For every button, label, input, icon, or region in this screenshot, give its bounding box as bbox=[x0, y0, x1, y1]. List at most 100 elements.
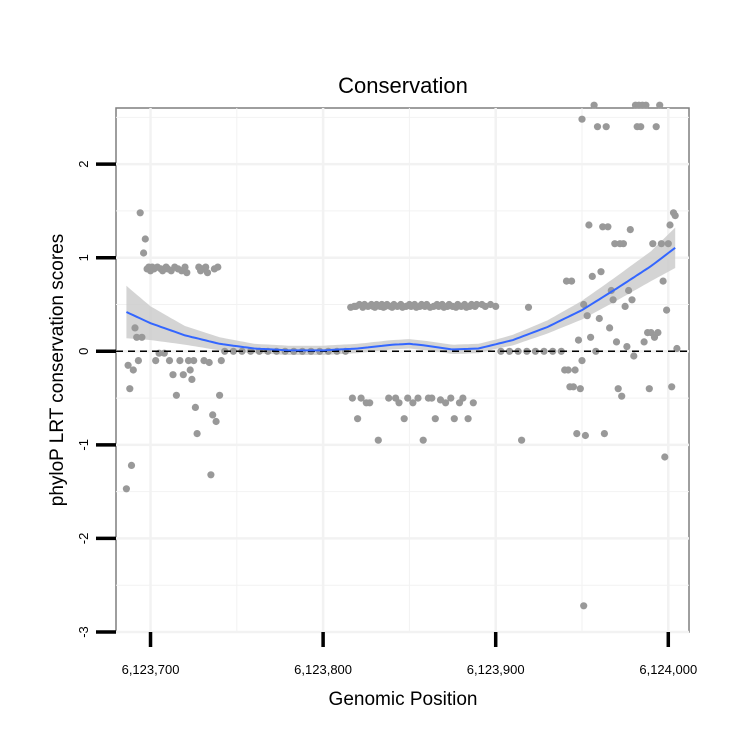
data-point bbox=[578, 357, 586, 365]
data-point bbox=[176, 357, 184, 365]
data-point bbox=[133, 333, 141, 341]
data-point bbox=[188, 375, 196, 383]
x-tick-label: 6,123,800 bbox=[294, 662, 352, 677]
data-point bbox=[663, 306, 671, 314]
data-point bbox=[540, 347, 548, 355]
data-point bbox=[628, 296, 636, 304]
data-point bbox=[576, 385, 584, 393]
data-point bbox=[666, 221, 674, 229]
data-point bbox=[138, 333, 146, 341]
data-point bbox=[581, 431, 590, 440]
data-point bbox=[518, 436, 526, 444]
data-point bbox=[626, 226, 634, 234]
data-point bbox=[612, 338, 621, 346]
y-tick-label: -1 bbox=[76, 439, 91, 451]
data-point bbox=[409, 399, 417, 407]
data-point bbox=[623, 343, 631, 351]
data-point bbox=[354, 415, 362, 423]
confidence-band bbox=[126, 227, 676, 355]
axes: 6,123,700 6,123,800 6,123,900 6,124,000 -3 -2… bbox=[76, 161, 697, 677]
data-point bbox=[136, 209, 144, 217]
data-point bbox=[664, 240, 672, 248]
data-point bbox=[191, 403, 199, 411]
data-point bbox=[657, 240, 666, 248]
data-point bbox=[652, 123, 660, 131]
data-point bbox=[134, 357, 142, 365]
data-point bbox=[181, 263, 189, 271]
data-point bbox=[614, 385, 622, 393]
data-point bbox=[618, 392, 626, 400]
data-point bbox=[122, 485, 130, 493]
data-point bbox=[126, 385, 134, 393]
data-point bbox=[578, 115, 586, 123]
data-point bbox=[574, 336, 583, 344]
data-point bbox=[348, 394, 356, 402]
data-point bbox=[571, 366, 579, 374]
data-point bbox=[588, 272, 596, 280]
y-tick-label: -3 bbox=[76, 626, 91, 638]
data-point bbox=[431, 415, 439, 423]
data-point bbox=[625, 286, 633, 295]
data-point bbox=[604, 223, 612, 231]
y-axis-label: phyloP LRT conservation scores bbox=[47, 234, 68, 507]
data-point bbox=[442, 399, 450, 407]
data-point bbox=[661, 453, 669, 461]
plot-panel bbox=[115, 107, 690, 633]
data-point bbox=[217, 357, 225, 365]
data-point bbox=[602, 123, 610, 131]
data-point bbox=[124, 361, 132, 369]
data-point bbox=[366, 399, 374, 407]
data-point bbox=[209, 411, 217, 419]
data-point bbox=[645, 385, 653, 393]
data-point bbox=[562, 277, 571, 285]
data-point bbox=[609, 296, 617, 304]
data-point bbox=[599, 223, 607, 231]
chart-title: Conservation bbox=[338, 73, 468, 98]
data-point bbox=[671, 212, 679, 220]
y-tick-label: 0 bbox=[76, 348, 91, 355]
data-point bbox=[531, 347, 540, 355]
data-point bbox=[469, 399, 477, 407]
data-point bbox=[587, 333, 595, 341]
data-point bbox=[414, 394, 422, 402]
data-point bbox=[568, 277, 576, 285]
data-point bbox=[419, 436, 427, 444]
gridlines bbox=[116, 108, 689, 634]
data-point bbox=[459, 394, 467, 402]
data-point bbox=[656, 101, 664, 109]
data-point bbox=[172, 391, 180, 399]
data-point bbox=[214, 263, 222, 271]
data-point bbox=[642, 101, 650, 109]
data-point bbox=[385, 394, 393, 402]
confidence-band-area bbox=[126, 227, 676, 355]
data-point bbox=[152, 357, 160, 365]
data-point bbox=[592, 347, 600, 355]
data-point bbox=[637, 123, 645, 131]
data-point bbox=[229, 347, 237, 355]
data-point bbox=[668, 383, 676, 391]
data-point bbox=[205, 358, 213, 367]
data-point bbox=[184, 357, 193, 365]
data-point bbox=[580, 300, 588, 309]
data-point bbox=[640, 338, 648, 346]
data-point bbox=[404, 394, 412, 402]
data-point bbox=[649, 240, 657, 248]
x-axis-label: Genomic Position bbox=[329, 689, 478, 710]
data-point bbox=[505, 347, 514, 355]
data-point bbox=[600, 430, 609, 438]
data-point bbox=[183, 269, 191, 277]
data-point bbox=[169, 371, 177, 379]
data-point bbox=[212, 417, 220, 426]
x-tick-label: 6,124,000 bbox=[639, 662, 697, 677]
data-point bbox=[630, 352, 638, 360]
data-point bbox=[573, 430, 581, 438]
y-tick-label: -2 bbox=[76, 533, 91, 545]
data-point bbox=[606, 324, 614, 332]
data-point bbox=[585, 221, 593, 229]
x-tick-label: 6,123,900 bbox=[467, 662, 525, 677]
data-point bbox=[141, 235, 149, 243]
data-point bbox=[140, 249, 148, 257]
data-point bbox=[621, 302, 629, 310]
data-point bbox=[186, 366, 194, 374]
data-point bbox=[583, 312, 591, 320]
